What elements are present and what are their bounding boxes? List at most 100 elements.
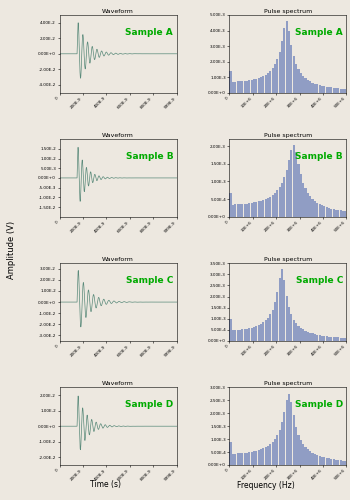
Bar [260,77,262,92]
Bar [330,459,332,465]
Bar [279,430,281,465]
Bar [258,450,260,465]
Bar [241,81,243,92]
Bar [302,182,304,216]
Bar [230,192,232,216]
Bar [276,59,278,92]
Bar [265,320,267,341]
Bar [288,394,290,465]
Bar [284,28,286,92]
Bar [251,80,253,92]
Bar [290,150,293,216]
Bar [335,88,337,92]
Bar [318,204,321,216]
Bar [307,332,309,341]
Bar [307,450,309,465]
Title: Pulse spectrum: Pulse spectrum [264,9,312,14]
Bar [312,453,314,465]
Bar [272,68,274,92]
Bar [239,82,241,92]
Bar [270,444,271,465]
Bar [260,200,262,216]
Bar [279,52,281,92]
Bar [253,452,255,465]
Text: Sample D: Sample D [295,400,343,409]
Bar [290,45,293,92]
Bar [318,335,321,341]
Bar [328,87,330,92]
Bar [262,448,264,465]
Bar [300,440,302,465]
Bar [323,458,325,465]
Bar [232,330,234,341]
Bar [332,460,335,465]
Bar [284,280,286,341]
Bar [335,460,337,465]
Bar [274,438,276,465]
Bar [321,457,323,465]
Bar [302,76,304,92]
Text: Frequency (Hz): Frequency (Hz) [237,480,295,490]
Bar [241,204,243,216]
Bar [272,442,274,465]
Bar [251,328,253,341]
Text: Sample C: Sample C [126,276,173,285]
Bar [290,402,293,465]
Text: Sample B: Sample B [295,152,343,160]
Bar [326,458,328,465]
Bar [300,174,302,216]
Bar [302,330,304,341]
Bar [314,84,316,92]
Bar [234,330,236,341]
Bar [309,196,311,216]
Bar [332,337,335,341]
Bar [295,64,297,92]
Bar [321,336,323,341]
Bar [279,278,281,341]
Bar [248,204,250,216]
Bar [274,64,276,92]
Bar [344,211,346,216]
Bar [267,198,269,216]
Bar [298,70,300,92]
Bar [267,318,269,341]
Bar [255,450,257,465]
Bar [251,203,253,216]
Bar [253,202,255,216]
Title: Pulse spectrum: Pulse spectrum [264,382,312,386]
Bar [276,435,278,465]
Bar [232,82,234,92]
Bar [323,86,325,92]
Bar [253,327,255,341]
Bar [267,446,269,465]
Bar [262,76,264,92]
Bar [258,202,260,216]
Bar [332,209,335,216]
Title: Waveform: Waveform [102,9,134,14]
Bar [286,296,288,341]
Bar [340,210,342,216]
Bar [265,447,267,465]
Title: Waveform: Waveform [102,382,134,386]
Bar [262,322,264,341]
Bar [323,206,325,216]
Bar [281,270,283,341]
Bar [265,199,267,216]
Bar [337,210,340,216]
Bar [246,328,248,341]
Bar [330,88,332,92]
Bar [326,207,328,216]
Bar [298,434,300,465]
Bar [272,310,274,341]
Bar [239,454,241,465]
Bar [241,453,243,465]
Title: Waveform: Waveform [102,257,134,262]
Bar [340,460,342,465]
Bar [237,204,239,216]
Bar [244,81,246,92]
Bar [312,82,314,92]
Bar [293,320,295,341]
Bar [255,202,257,216]
Bar [337,460,340,465]
Bar [244,329,246,341]
